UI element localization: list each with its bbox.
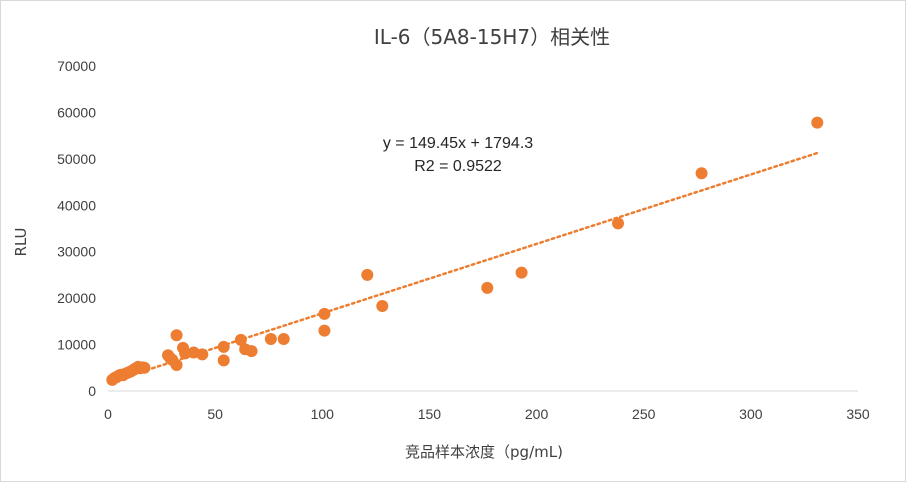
x-tick-label: 200 [525, 406, 549, 422]
trendline-r2: R2 = 0.9522 [414, 158, 502, 175]
data-point [234, 333, 247, 346]
x-tick-label: 0 [104, 406, 112, 422]
data-point [170, 329, 183, 342]
data-point [695, 167, 708, 180]
x-tick-label: 350 [846, 406, 870, 422]
x-tick-label: 250 [632, 406, 656, 422]
x-axis-title: 竞品样本浓度（pg/mL) [405, 443, 563, 461]
data-point [170, 359, 183, 371]
data-point [376, 300, 389, 313]
data-point [245, 345, 258, 358]
trendline-equation: y = 149.45x + 1794.3 [383, 135, 533, 152]
x-tick-label: 100 [311, 406, 335, 422]
y-tick-label: 0 [88, 383, 96, 399]
data-point [515, 266, 528, 279]
y-axis-ticks: 0 10000 20000 30000 40000 50000 60000 70000 [57, 58, 96, 399]
x-tick-label: 50 [207, 406, 223, 422]
y-tick-label: 50000 [57, 151, 96, 167]
data-point [612, 217, 624, 230]
y-tick-label: 70000 [57, 58, 96, 74]
y-tick-label: 10000 [57, 337, 96, 353]
y-tick-label: 30000 [57, 244, 96, 260]
data-point [481, 281, 494, 294]
data-point [217, 340, 230, 353]
data-point [361, 268, 374, 281]
data-point [217, 354, 230, 367]
data-point [138, 361, 151, 374]
chart-title: IL-6（5A8-15H7）相关性 [374, 25, 610, 49]
data-point [318, 307, 331, 320]
x-tick-label: 150 [418, 406, 442, 422]
y-tick-label: 40000 [57, 197, 96, 213]
data-point [196, 348, 209, 361]
data-point [811, 116, 824, 129]
y-tick-label: 20000 [57, 290, 96, 306]
data-point [318, 324, 331, 337]
y-tick-label: 60000 [57, 104, 96, 120]
data-points [106, 116, 824, 386]
x-tick-label: 300 [739, 406, 763, 422]
x-axis-ticks: 0 50 100 150 200 250 300 350 [104, 406, 870, 422]
y-axis-title: RLU [12, 227, 30, 256]
data-point [264, 333, 277, 345]
data-point [277, 333, 290, 345]
trendline [111, 151, 819, 383]
